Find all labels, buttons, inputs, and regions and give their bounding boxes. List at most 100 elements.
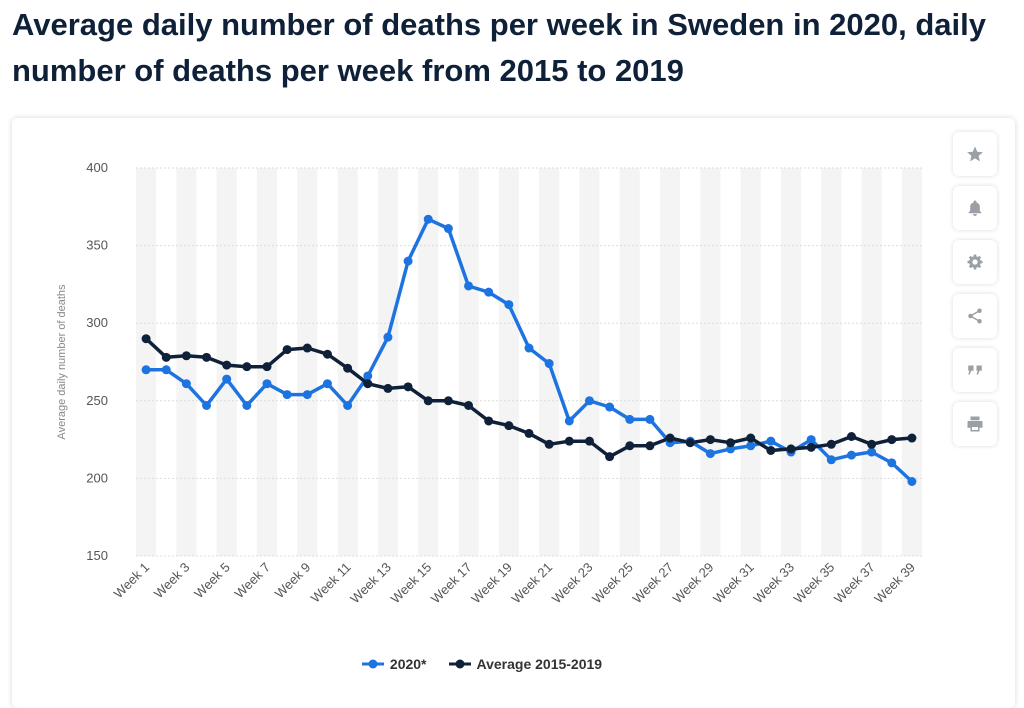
data-point-2 [726, 438, 736, 448]
data-point-2 [665, 433, 675, 443]
notification-button[interactable] [953, 186, 997, 230]
data-point-1 [242, 400, 252, 410]
data-point-2 [806, 442, 816, 452]
data-point-1 [544, 359, 554, 369]
plot-band [861, 168, 882, 556]
data-point-1 [584, 396, 594, 406]
plot-band [780, 168, 802, 556]
y-tick-label: 350 [86, 238, 108, 253]
data-point-1 [746, 441, 756, 451]
print-button[interactable] [953, 402, 997, 446]
data-point-1 [806, 435, 816, 445]
y-tick-label: 150 [86, 548, 108, 563]
data-point-1 [887, 458, 897, 468]
data-point-1 [322, 379, 332, 389]
data-point-2 [625, 441, 635, 451]
data-point-2 [343, 363, 353, 373]
chart-legend: 2020* Average 2015-2019 [12, 656, 952, 672]
data-point-2 [705, 435, 715, 445]
plot-band [740, 168, 761, 556]
plot-band [377, 168, 398, 556]
x-tick-label: Week 37 [831, 560, 878, 607]
bell-icon [968, 200, 982, 216]
data-point-2 [887, 435, 897, 445]
y-tick-label: 300 [86, 315, 108, 330]
data-point-1 [262, 379, 272, 389]
plot-band [256, 168, 278, 556]
x-tick-label: Week 5 [191, 560, 233, 602]
data-point-2 [826, 439, 836, 449]
share-button[interactable] [953, 294, 997, 338]
data-point-2 [403, 382, 413, 392]
data-point-2 [464, 400, 474, 410]
data-point-2 [544, 439, 554, 449]
plot-band [297, 168, 318, 556]
data-point-1 [181, 379, 191, 389]
data-point-2 [766, 445, 776, 455]
data-point-1 [705, 449, 715, 459]
plot-band [458, 168, 479, 556]
data-point-1 [726, 444, 736, 454]
gear-icon [967, 254, 983, 270]
data-point-2 [322, 349, 332, 359]
data-point-1 [161, 365, 171, 375]
data-point-1 [645, 414, 655, 424]
favorite-button[interactable] [953, 132, 997, 176]
plot-band [901, 168, 922, 556]
data-point-2 [907, 433, 917, 443]
data-point-2 [746, 433, 756, 443]
data-point-2 [786, 444, 796, 454]
data-point-2 [484, 416, 494, 426]
legend-label: Average 2015-2019 [476, 656, 603, 672]
data-point-1 [766, 436, 776, 446]
x-tick-label: Week 3 [151, 560, 193, 602]
plot-band [619, 168, 640, 556]
data-point-1 [625, 414, 635, 424]
star-icon [967, 146, 983, 162]
data-point-2 [564, 436, 574, 446]
x-tick-label: Week 25 [589, 560, 636, 607]
plot-band [136, 168, 157, 556]
y-tick-label: 250 [86, 393, 108, 408]
data-point-2 [181, 351, 191, 361]
data-point-1 [202, 400, 212, 410]
data-point-2 [423, 396, 433, 406]
x-tick-label: Week 1 [111, 560, 153, 602]
data-point-1 [423, 214, 433, 224]
x-tick-label: Week 13 [347, 560, 394, 607]
data-point-2 [262, 362, 272, 372]
data-point-2 [524, 428, 534, 438]
data-point-1 [403, 256, 413, 266]
x-tick-label: Week 33 [750, 560, 797, 607]
data-point-1 [504, 300, 514, 310]
data-point-1 [443, 224, 453, 234]
x-tick-label: Week 39 [871, 560, 918, 607]
legend-marker [361, 659, 384, 669]
plot-band [700, 168, 721, 556]
plot-band [660, 168, 681, 556]
x-tick-label: Week 29 [670, 560, 717, 607]
legend-item-2[interactable]: Average 2015-2019 [448, 656, 603, 672]
plot-band [579, 168, 600, 556]
x-tick-label: Week 11 [308, 560, 354, 606]
data-point-1 [564, 416, 574, 426]
legend-item-1[interactable]: 2020* [361, 656, 427, 672]
plot-band [498, 168, 519, 556]
data-point-2 [302, 343, 312, 353]
data-point-2 [504, 421, 514, 431]
data-point-1 [363, 371, 373, 381]
settings-button[interactable] [953, 240, 997, 284]
data-point-1 [141, 365, 151, 375]
cite-button[interactable] [953, 348, 997, 392]
x-tick-label: Week 21 [509, 560, 556, 607]
x-tick-label: Week 19 [468, 560, 515, 607]
data-point-1 [484, 287, 494, 297]
data-point-1 [605, 402, 615, 412]
data-point-2 [383, 383, 393, 393]
line-chart: 150 200 250 300 350 400 Average daily number o… [56, 160, 922, 607]
legend-label: 2020* [389, 656, 427, 672]
data-point-1 [846, 450, 856, 460]
y-axis-label: Average daily number of deaths [56, 284, 68, 440]
data-point-1 [222, 374, 232, 384]
legend-marker [448, 659, 471, 669]
